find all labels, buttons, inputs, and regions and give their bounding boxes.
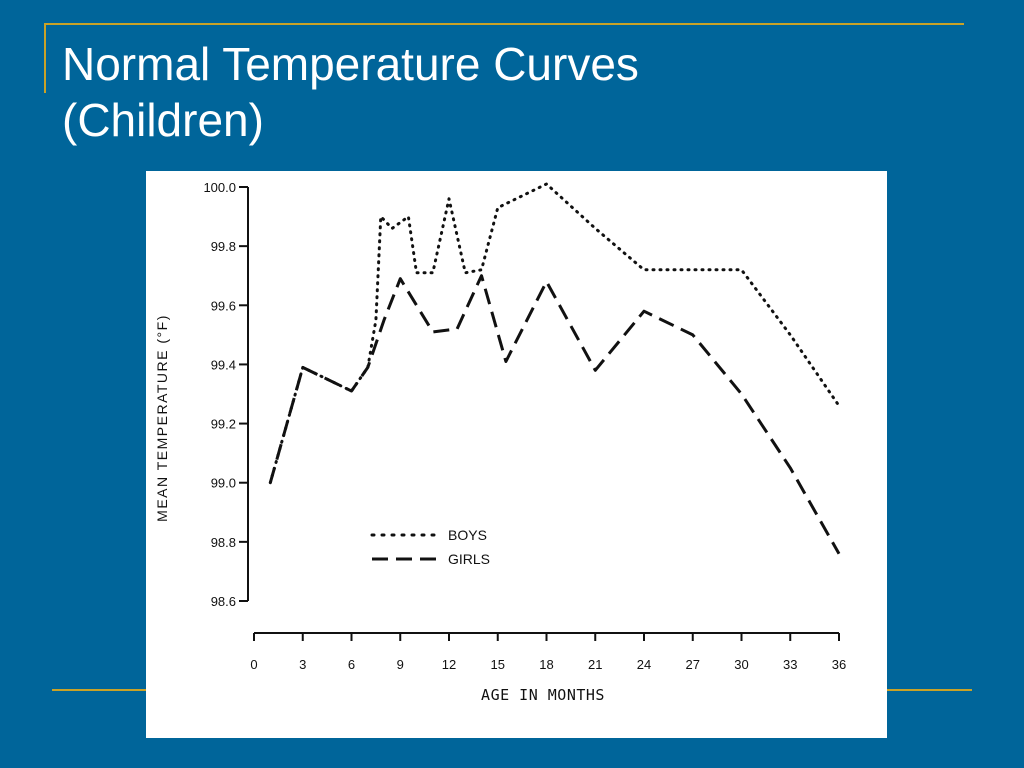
x-tick-label: 15 [491, 657, 505, 672]
legend: BOYS GIRLS [370, 527, 490, 567]
legend-girls-label: GIRLS [448, 551, 490, 567]
series-line-girls [268, 274, 841, 555]
x-tick-label: 36 [832, 657, 846, 672]
x-tick-label: 24 [637, 657, 651, 672]
slide-title-line-1: Normal Temperature Curves [62, 38, 639, 90]
y-tick-label: 99.6 [211, 298, 236, 313]
x-tick-label: 12 [442, 657, 456, 672]
y-tick-label: 98.8 [211, 535, 236, 550]
legend-boys-label: BOYS [448, 527, 487, 543]
y-tick-label: 100.0 [203, 180, 236, 195]
y-tick-label: 99.4 [211, 357, 236, 372]
x-tick-label: 21 [588, 657, 602, 672]
x-tick-label: 3 [299, 657, 306, 672]
series-line-boys [268, 182, 841, 485]
y-tick-label: 99.8 [211, 239, 236, 254]
title-accent-bar [44, 23, 46, 93]
y-tick-label: 99.2 [211, 417, 236, 432]
chart-panel: 98.6 98.8 99.0 99.2 99.4 99.6 99.8 100.0 0 3 6 9 12 1… [146, 171, 887, 738]
y-axis-label: MEAN TEMPERATURE (°F) [154, 314, 170, 522]
x-tick-label: 6 [348, 657, 355, 672]
x-tick-label: 33 [783, 657, 797, 672]
x-axis-label: AGE IN MONTHS [481, 686, 605, 704]
slide-title-line-2: (Children) [62, 94, 264, 146]
y-tick-label: 98.6 [211, 594, 236, 609]
x-tick-label: 0 [250, 657, 257, 672]
y-tick-label: 99.0 [211, 476, 236, 491]
slide-title: Normal Temperature Curves (Children) [62, 36, 639, 148]
series-group [268, 182, 841, 555]
x-tick-label: 30 [734, 657, 748, 672]
x-tick-label: 9 [397, 657, 404, 672]
x-tick-label: 18 [539, 657, 553, 672]
title-accent-line [44, 23, 964, 25]
x-tick-label: 27 [686, 657, 700, 672]
